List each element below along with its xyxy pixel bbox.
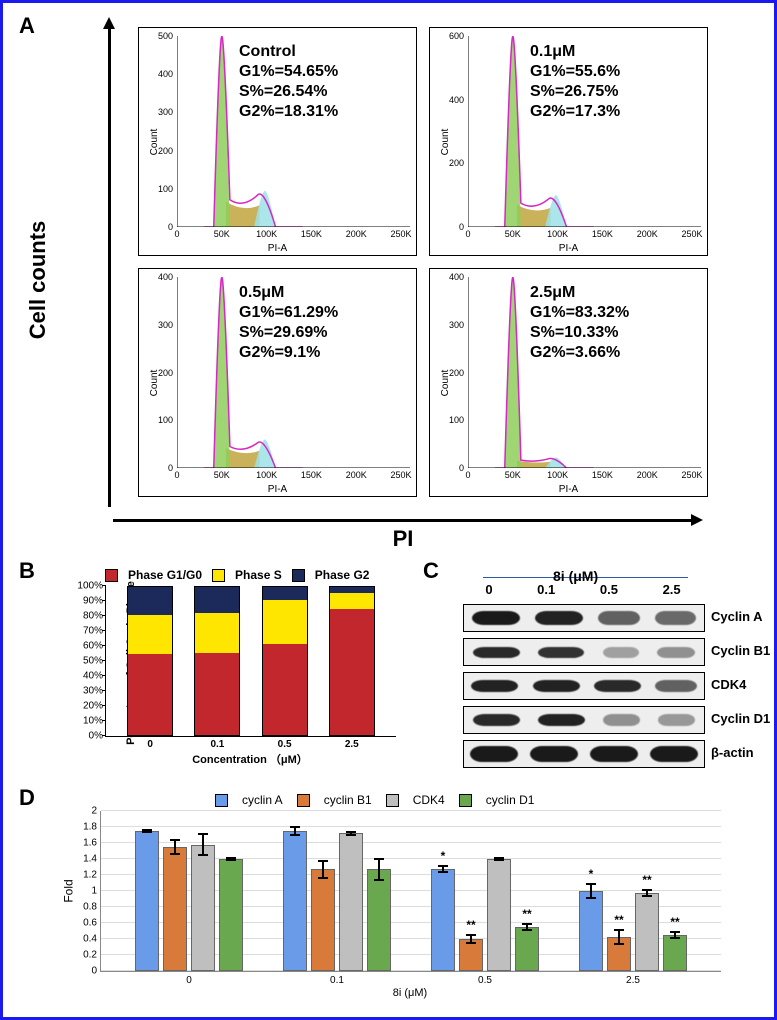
western-blot-row (463, 638, 705, 666)
panel-b: Phase G1/G0Phase SPhase G2 Percentage of… (45, 568, 405, 768)
panel-d-xlabel: 8i (μM) (100, 987, 720, 999)
histogram-3: 0100200300400Count 050K100K150K200K250KP… (429, 268, 708, 497)
histogram-annotation: 0.5μMG1%=61.29%S%=29.69%G2%=9.1% (239, 283, 338, 363)
y-arrow (108, 27, 111, 507)
panel-label-d: D (19, 785, 35, 811)
figure-container: A B C D Cell counts PI 0100200300400500C… (0, 0, 777, 1020)
western-blot-row (463, 740, 705, 768)
panel-a-xlabel: PI (393, 526, 414, 552)
panel-d-chart: 00.20.40.60.811.21.41.61.8200.1*****0.5*… (100, 811, 721, 972)
histogram-1: 0200400600Count 050K100K150K200K250KPI-A… (429, 27, 708, 256)
western-blot-row (463, 604, 705, 632)
panel-a: Cell counts PI 0100200300400500Count 050… (83, 17, 723, 542)
panel-c: 8i (μM) 00.10.52.5 Cyclin ACyclin B1CDK4… (433, 568, 753, 778)
panel-d: cyclin Acyclin B1CDK4cyclin D1 Fold 00.2… (45, 793, 745, 1003)
western-blot-label: CDK4 (711, 677, 746, 692)
panel-b-xlabel: Concentration （μM） (105, 751, 395, 767)
wb-columns: 00.10.52.5 (463, 582, 703, 597)
stacked-bar (262, 586, 308, 736)
stacked-bar (127, 586, 173, 736)
panel-d-ylabel: Fold (62, 879, 76, 902)
panel-d-legend: cyclin Acyclin B1CDK4cyclin D1 (215, 793, 548, 807)
panel-b-chart: 0%10%20%30%40%50%60%70%80%90%100%00.10.5… (105, 586, 396, 737)
panel-a-ylabel: Cell counts (25, 220, 51, 339)
stacked-bar (329, 586, 375, 736)
histogram-2: 0100200300400Count 050K100K150K200K250KP… (138, 268, 417, 497)
histogram-grid: 0100200300400500Count 050K100K150K200K25… (138, 27, 708, 497)
western-blot-label: β-actin (711, 745, 754, 760)
x-arrow (113, 519, 693, 522)
western-blot-row (463, 672, 705, 700)
panel-label-a: A (19, 13, 35, 39)
panel-b-legend: Phase G1/G0Phase SPhase G2 (105, 568, 379, 582)
histogram-annotation: ControlG1%=54.65%S%=26.54%G2%=18.31% (239, 42, 338, 122)
western-blot-row (463, 706, 705, 734)
histogram-annotation: 0.1μMG1%=55.6%S%=26.75%G2%=17.3% (530, 42, 620, 122)
panel-label-b: B (19, 558, 35, 584)
western-blot-label: Cyclin B1 (711, 643, 770, 658)
histogram-0: 0100200300400500Count 050K100K150K200K25… (138, 27, 417, 256)
western-blot-label: Cyclin A (711, 609, 763, 624)
western-blot-label: Cyclin D1 (711, 711, 770, 726)
histogram-annotation: 2.5μMG1%=83.32%S%=10.33%G2%=3.66% (530, 283, 629, 363)
stacked-bar (194, 586, 240, 736)
